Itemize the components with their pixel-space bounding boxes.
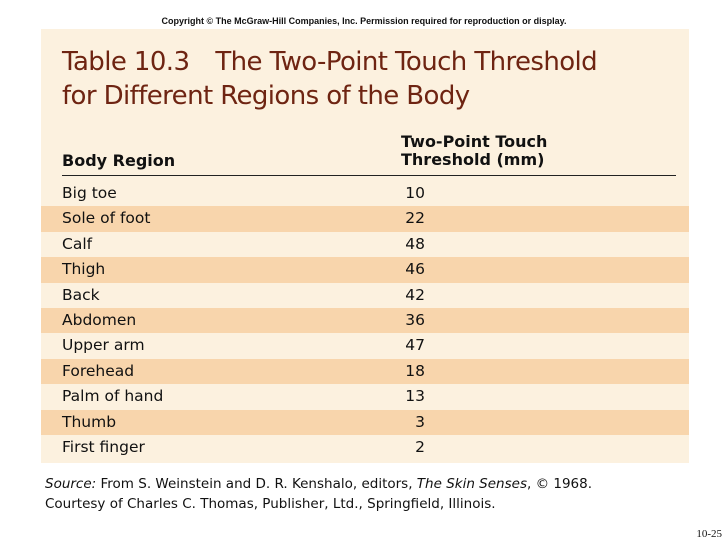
row-region: Abdomen [62,310,137,329]
row-region: Forehead [62,361,135,380]
table-row: Big toe 10 [41,181,689,206]
row-region: First finger [62,437,145,456]
row-region: Thigh [62,260,106,279]
source-label: Source: [45,476,97,492]
row-threshold-value: 42 [405,285,425,304]
page-number: 10-25 [696,528,722,540]
table-row: Thumb 3 [41,409,689,435]
table-row: Upper arm 47 [41,333,689,358]
table-row: Calf 48 [41,232,689,257]
table-row: Abdomen 36 [41,307,689,334]
column-header-threshold-line-2: Threshold (mm) [401,150,545,169]
row-threshold-value: 22 [405,209,425,228]
row-threshold-value: 2 [415,437,425,456]
table-row: Sole of foot 22 [41,206,689,232]
column-header-region: Body Region [62,151,176,170]
row-region: Back [62,285,100,304]
row-threshold-value: 3 [415,412,425,431]
row-threshold-value: 18 [405,361,425,380]
source-citation: Source: From S. Weinstein and D. R. Kens… [45,474,592,514]
table-row: Back 42 [41,283,689,308]
row-threshold-value: 13 [405,387,425,406]
row-threshold-value: 46 [405,260,425,279]
header-divider [62,175,676,176]
row-threshold-value: 48 [405,234,425,253]
row-region: Sole of foot [62,209,151,228]
source-book-title: The Skin Senses [416,476,527,492]
row-region: Calf [62,234,93,253]
row-region: Thumb [62,412,117,431]
source-text-2: , © 1968. [527,476,593,492]
table-panel: Table 10.3 The Two-Point Touch Threshold … [41,29,689,463]
row-threshold-value: 36 [405,310,425,329]
row-region: Big toe [62,184,117,202]
table-row: First finger 2 [41,435,689,460]
table-title: Table 10.3 The Two-Point Touch Threshold … [62,45,682,113]
source-text-1: From S. Weinstein and D. R. Kenshalo, ed… [96,476,417,492]
column-header-threshold: Two-Point Touch Threshold (mm) [401,133,641,169]
row-region: Upper arm [62,336,145,355]
table-number: Table 10.3 [62,47,190,77]
table-body: Big toe 10 Sole of foot 22 Calf 48 Thigh 46 Back… [41,181,689,460]
source-line-2: Courtesy of Charles C. Thomas, Publisher… [45,496,496,512]
title-line-1: The Two-Point Touch Threshold [215,47,598,77]
table-row: Palm of hand 13 [41,384,689,409]
title-line-2: for Different Regions of the Body [62,81,470,111]
row-threshold-value: 47 [405,336,425,355]
table-row: Thigh 46 [41,257,689,283]
column-header-threshold-line-1: Two-Point Touch [401,132,548,151]
copyright-notice: Copyright © The McGraw-Hill Companies, I… [161,16,567,26]
table-row: Forehead 18 [41,358,689,385]
row-region: Palm of hand [62,387,164,406]
row-threshold-value: 10 [405,184,425,202]
